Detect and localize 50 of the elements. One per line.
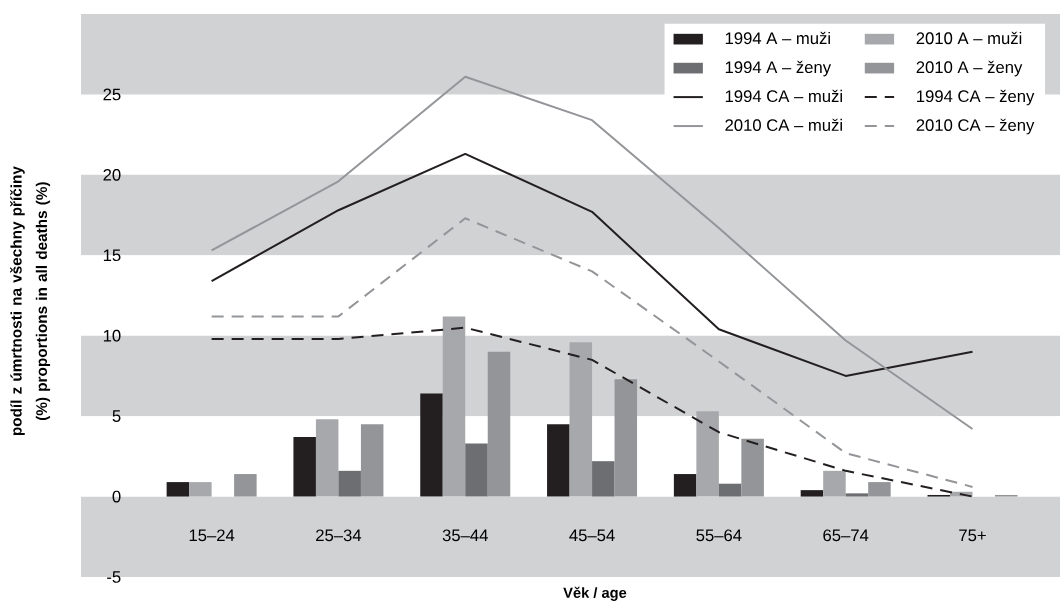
x-tick-label: 65–74 bbox=[823, 529, 869, 542]
x-tick-label: 25–34 bbox=[316, 529, 362, 542]
x-tick-label: 15–24 bbox=[189, 529, 235, 542]
x-axis-title: Věk / age bbox=[563, 586, 627, 601]
bar bbox=[741, 438, 764, 497]
legend-label: 1994 A – muži bbox=[725, 31, 830, 45]
bar bbox=[800, 490, 824, 497]
bar bbox=[614, 379, 638, 497]
bar bbox=[420, 393, 443, 497]
bar bbox=[845, 493, 869, 497]
y-axis-title: podíl z úmrtnosti na všechny příčiny (%) proportions in all deaths (%) bbox=[10, 166, 51, 436]
bar bbox=[166, 482, 190, 497]
x-tick-label: 35–44 bbox=[442, 529, 488, 542]
bar bbox=[868, 482, 891, 497]
y-tick-label: -5 bbox=[107, 571, 121, 583]
legend-label: 1994 CA – muži bbox=[725, 89, 842, 103]
y-tick-label: 0 bbox=[112, 490, 121, 503]
bar bbox=[234, 474, 257, 497]
bar bbox=[360, 424, 384, 497]
legend-label: 2010 CA – muži bbox=[725, 118, 842, 132]
bar bbox=[547, 424, 570, 497]
bar bbox=[823, 470, 846, 497]
bar bbox=[189, 482, 212, 497]
line-series bbox=[210, 152, 974, 377]
legend-label: 2010 A – ženy bbox=[916, 60, 1023, 77]
bar bbox=[696, 411, 719, 497]
legend-label: 1994 CA – ženy bbox=[917, 89, 1035, 106]
bar bbox=[315, 419, 339, 497]
bar bbox=[465, 443, 488, 497]
x-tick-label: 55–64 bbox=[696, 529, 742, 542]
bar bbox=[442, 316, 466, 497]
legend-label: 1994 A – ženy bbox=[725, 60, 832, 77]
x-tick-label: 75+ bbox=[959, 529, 986, 542]
legend-label: 2010 A – muži bbox=[916, 31, 1022, 45]
y-tick-label: 15 bbox=[103, 249, 121, 262]
y-tick-label: 5 bbox=[112, 410, 121, 422]
y-tick-label: 10 bbox=[103, 329, 121, 342]
x-tick-label: 45–54 bbox=[569, 529, 615, 542]
bar bbox=[673, 474, 697, 497]
y-tick-label: 20 bbox=[103, 168, 121, 181]
legend-label: 2010 CA – ženy bbox=[916, 118, 1035, 135]
bar bbox=[569, 342, 593, 497]
y-tick-label: 25 bbox=[103, 88, 121, 101]
bar bbox=[487, 351, 511, 497]
line-series bbox=[210, 217, 974, 488]
bar bbox=[718, 483, 742, 497]
bar bbox=[293, 437, 316, 497]
bar bbox=[592, 461, 615, 497]
bar bbox=[338, 470, 361, 497]
line-series bbox=[210, 326, 974, 498]
